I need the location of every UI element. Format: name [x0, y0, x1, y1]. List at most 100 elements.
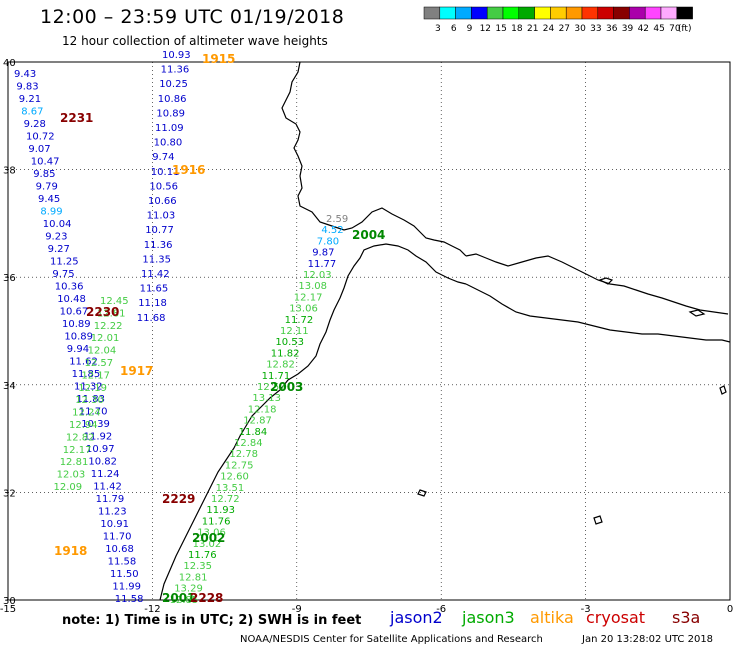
swh-value: 12.03: [57, 470, 86, 481]
africa-coast: [159, 243, 467, 601]
swh-value: 10.89: [62, 319, 91, 330]
swh-value: 12.30: [75, 395, 104, 406]
swh-value: 11.09: [155, 123, 184, 134]
lat-tick-label: 40: [3, 58, 16, 69]
swh-value: 12.87: [243, 416, 272, 427]
swh-value: 9.85: [33, 169, 55, 180]
swh-value: 13.13: [252, 393, 281, 404]
legend-altika: altika: [530, 608, 574, 627]
swh-value: 4.52: [321, 225, 343, 236]
swh-value: 11.35: [142, 254, 171, 265]
swh-value: 11.76: [188, 550, 217, 561]
pass-time-label: 1918: [54, 544, 87, 558]
swh-value: 10.89: [156, 108, 185, 119]
swh-value: 13.02: [193, 539, 222, 550]
swh-value: 11.77: [308, 259, 337, 270]
swh-value: 10.82: [88, 457, 117, 468]
swh-value: 11.36: [144, 240, 173, 251]
swh-value: 12.45: [100, 296, 129, 307]
swh-value: 11.70: [103, 532, 132, 543]
lon-tick-label: -15: [0, 604, 16, 615]
generated-timestamp: Jan 20 13:28:02 UTC 2018: [582, 634, 714, 645]
swh-value: 11.71: [262, 371, 291, 382]
africa-north-coast: [465, 283, 731, 343]
colorbar-label: 21: [527, 24, 538, 34]
swh-value: 10.47: [31, 157, 60, 168]
swh-value: 9.28: [24, 119, 46, 130]
swh-value: 12.17: [63, 445, 92, 456]
swh-value: 11.70: [79, 407, 108, 418]
colorbar-swatch: [676, 6, 693, 20]
swh-value: 9.87: [312, 248, 334, 259]
colorbar-label: 42: [638, 24, 649, 34]
mediterranean-coast: [465, 253, 729, 315]
swh-value: 12.03: [303, 270, 332, 281]
canary-island: [417, 489, 427, 497]
pass-time-label: 1916: [172, 163, 205, 177]
swh-value: 13.08: [298, 281, 327, 292]
colorbar-label: 45: [653, 24, 664, 34]
swh-value: 11.99: [112, 582, 141, 593]
colorbar-label: 9: [467, 24, 473, 34]
lon-tick-label: -3: [581, 604, 591, 615]
swh-value: 10.80: [154, 138, 183, 149]
pass-time-label: 1915: [202, 52, 235, 66]
credit-line: NOAA/NESDIS Center for Satellite Applica…: [240, 634, 543, 645]
swh-value: 12.11: [280, 326, 309, 337]
colorbar-label: (ft): [678, 24, 692, 34]
swh-value: 9.21: [19, 94, 41, 105]
swh-value: 7.80: [317, 236, 339, 247]
lat-tick-label: 34: [3, 381, 16, 392]
swh-value: 12.81: [97, 308, 126, 319]
swh-value: 12.57: [257, 382, 286, 393]
swh-value: 11.25: [50, 257, 79, 268]
swh-value: 9.75: [52, 269, 74, 280]
swh-value: 11.24: [91, 469, 120, 480]
swh-value: 9.43: [14, 69, 36, 80]
swh-value: 9.27: [48, 244, 70, 255]
swh-value: 13.06: [289, 304, 318, 315]
swh-value: 13.06: [197, 528, 226, 539]
pass-time-label: 2004: [352, 228, 385, 242]
swh-value: 11.82: [271, 348, 300, 359]
axis-ticks: 40 38 36 34 32 30-15 -12 -9 -6 -3 0: [0, 58, 733, 615]
lon-tick-label: -6: [436, 604, 446, 615]
pass-time-label: 2001: [162, 591, 195, 605]
swh-value: 10.04: [43, 219, 72, 230]
colorbar-label: 15: [495, 24, 506, 34]
swh-value: 11.03: [147, 211, 176, 222]
colorbar-label: 12: [480, 24, 491, 34]
swh-value: 2.59: [326, 214, 348, 225]
swh-value: 9.79: [36, 182, 58, 193]
lat-tick-label: 38: [3, 166, 16, 177]
swh-value: 11.83: [76, 394, 105, 405]
colorbar-label: 6: [451, 24, 457, 34]
swh-value: 11.36: [161, 65, 190, 76]
swh-value: 10.25: [159, 79, 188, 90]
swh-value: 12.17: [81, 370, 110, 381]
swh-value: 9.94: [67, 344, 89, 355]
swh-value: 12.84: [234, 438, 263, 449]
lat-tick-label: 30: [3, 596, 16, 607]
colorbar-label: 3: [435, 24, 441, 34]
swh-value: 11.93: [206, 505, 235, 516]
color-scale-bar: 3 6 9 12 15 18 21 24 27 30 33 36 39 42 45 70(ft): [423, 6, 693, 34]
pass-time-label: 2231: [60, 111, 93, 125]
swh-value: 11.85: [72, 369, 101, 380]
pass-time-label: 2230: [86, 305, 119, 319]
swh-value: 8.99: [40, 207, 62, 218]
swh-value: 13.51: [216, 483, 245, 494]
pass-time-label: 2228: [190, 591, 223, 605]
swh-value: 9.74: [152, 152, 174, 163]
pass-time-label: 2229: [162, 492, 195, 506]
swh-value: 11.50: [110, 569, 139, 580]
swh-value: 11.42: [141, 269, 170, 280]
legend-cryosat: cryosat: [586, 608, 646, 627]
swh-value: 12.81: [60, 457, 89, 468]
swh-value: 12.04: [88, 346, 117, 357]
swh-value: 12.85: [170, 595, 199, 606]
pass-time-label: 1917: [120, 364, 153, 378]
lon-tick-label: 0: [727, 604, 733, 615]
swh-value: 11.79: [96, 494, 125, 505]
swh-value: 10.53: [275, 337, 304, 348]
